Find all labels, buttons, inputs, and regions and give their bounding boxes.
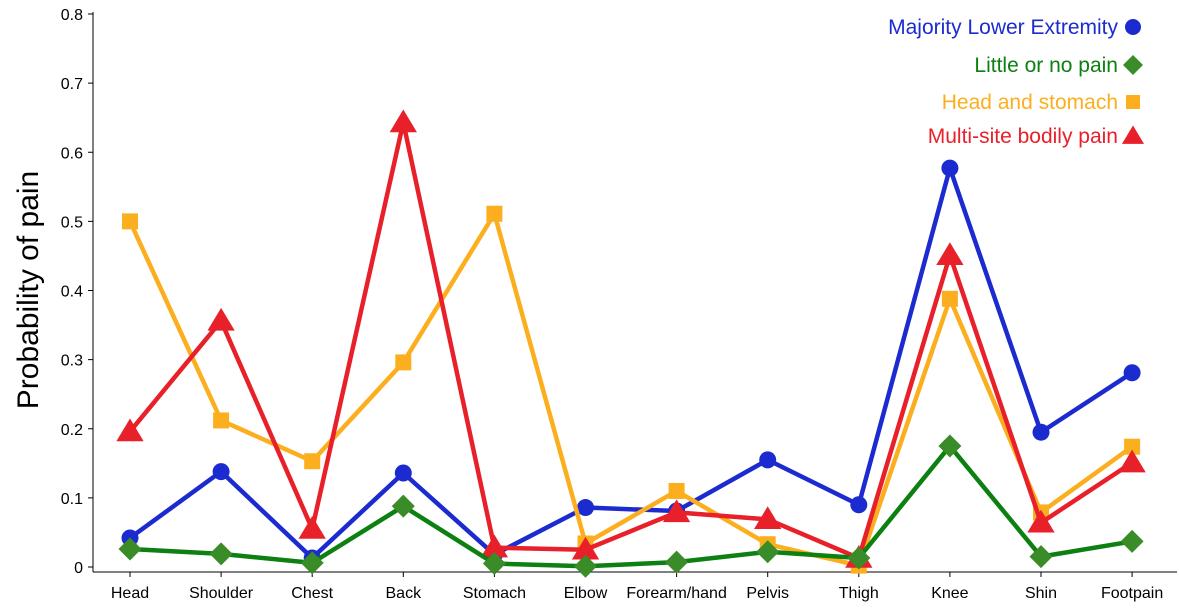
data-point [213,412,230,429]
legend-label: Head and stomach [942,91,1118,114]
data-point [941,159,959,177]
x-tick-label: Chest [291,585,333,602]
y-tick-label: 0.3 [61,353,83,370]
legend-entry: Multi-site bodily pain [928,125,1145,148]
data-point [395,354,412,371]
data-point [662,499,691,523]
y-tick-label: 0.1 [61,491,83,508]
series-line [127,211,1135,568]
data-point [209,542,233,566]
legend-label: Majority Lower Extremity [888,16,1118,39]
data-point [122,213,138,230]
x-tick-label: Shoulder [189,585,254,602]
x-tick-label: Elbow [564,585,608,602]
data-point [850,496,868,514]
data-point [118,537,142,561]
data-point [941,290,958,307]
y-tick-label: 0.7 [61,76,83,93]
data-point [936,242,964,265]
data-point [207,307,235,331]
data-point [571,536,600,560]
legend-label: Multi-site bodily pain [928,125,1118,148]
x-tick-label: Forearm/hand [626,585,727,602]
data-point [116,418,144,442]
data-point [1123,364,1141,382]
x-tick-label: Knee [931,585,968,602]
series-line [127,120,1135,561]
data-point [756,540,780,564]
x-tick-label: Shin [1025,585,1057,602]
legend-entry: Majority Lower Extremity [888,16,1141,39]
x-tick-label: Head [111,585,149,602]
legend-entry: Little or no pain [974,54,1143,77]
series-line [127,443,1135,569]
data-point [1032,423,1050,441]
data-point [482,552,506,576]
data-point [304,453,321,470]
series-little-or-no-pain [118,434,1144,578]
data-point [212,463,230,481]
y-tick-label: 0.8 [61,7,83,24]
x-tick-label: Footpain [1101,585,1163,602]
data-point [1120,529,1144,553]
data-point [391,494,415,518]
series-multi-site-bodily-pain [116,109,1146,568]
x-tick-label: Pelvis [746,585,789,602]
y-tick-label: 0.6 [61,145,83,162]
x-tick-label: Back [386,585,423,602]
axes: 0 0.1 0.2 0.3 0.4 0.5 0.6 0.7 0.8 Head Shoulder Che… [12,7,1177,602]
data-point [668,482,685,499]
data-point [1118,449,1146,473]
legend-marker [1123,55,1143,75]
legend-label: Little or no pain [974,54,1118,77]
legend-marker [1125,19,1141,35]
data-point [754,506,782,530]
data-point [759,451,777,469]
legend: Majority Lower Extremity Little or no pai… [888,16,1145,148]
x-tick-label: Thigh [839,585,879,602]
legend-marker [1121,125,1145,144]
data-point [480,534,509,558]
y-tick-label: 0.2 [61,422,83,439]
data-point [298,515,326,539]
data-point [486,205,503,222]
data-point [1027,509,1055,533]
y-tick-label: 0 [74,560,83,577]
data-point [665,550,689,574]
data-point [394,464,412,482]
x-tick-label: Stomach [463,585,526,602]
y-axis-title: Probability of pain [12,171,45,409]
data-point [574,554,597,578]
data-point [1029,545,1053,569]
series-layer [116,109,1146,578]
data-point [1124,438,1141,455]
y-tick-label: 0.4 [61,284,83,301]
data-point [938,434,962,458]
y-tick-label: 0.5 [61,214,83,231]
legend-marker [1126,95,1140,109]
data-point [389,109,417,133]
series-head-and-stomach [122,205,1141,574]
legend-entry: Head and stomach [942,91,1140,114]
data-point [300,551,324,575]
data-point [577,499,594,517]
series-line [127,165,1135,561]
data-point [847,546,871,570]
